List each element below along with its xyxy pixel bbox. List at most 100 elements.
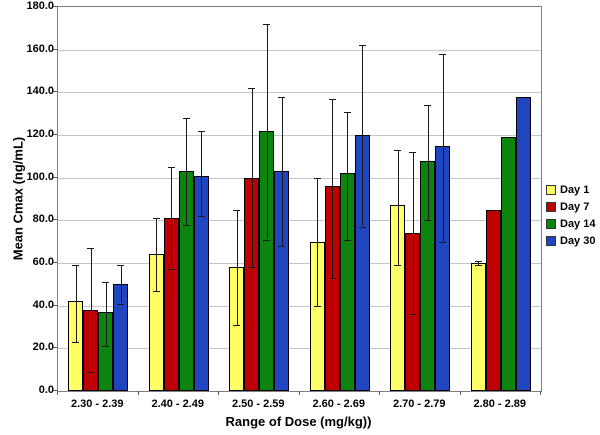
error-bar	[76, 265, 77, 342]
legend-item-day14: Day 14	[546, 218, 595, 230]
error-bar	[201, 131, 202, 216]
error-bar-cap	[359, 45, 366, 46]
error-bar-cap	[168, 167, 175, 168]
y-tick-label: 80.0	[32, 213, 54, 226]
error-bar-cap	[198, 131, 205, 132]
y-tick-mark	[53, 134, 57, 135]
error-bar	[332, 99, 333, 278]
error-bar	[347, 112, 348, 240]
gridline	[58, 220, 541, 221]
y-tick-mark	[53, 6, 57, 7]
bar-day30-group5	[435, 146, 450, 391]
error-bar-cap	[278, 246, 285, 247]
bar-day14-group3	[259, 131, 274, 391]
y-tick-label: 40.0	[32, 298, 54, 311]
error-bar	[317, 178, 318, 306]
x-tick-mark	[57, 391, 58, 395]
error-bar-cap	[409, 152, 416, 153]
error-bar	[362, 45, 363, 226]
error-bar-cap	[248, 267, 255, 268]
error-bar-cap	[117, 304, 124, 305]
error-bar-cap	[278, 97, 285, 98]
bar-day1-group1	[68, 301, 83, 391]
x-tick-label: 2.60 - 2.69	[312, 398, 366, 410]
error-bar-cap	[314, 178, 321, 179]
error-bar-cap	[183, 225, 190, 226]
y-tick-label: 20.0	[32, 341, 54, 354]
legend-swatch	[546, 219, 556, 229]
bar-day1-group3	[229, 267, 244, 391]
y-tick-label: 180.0	[26, 0, 54, 12]
error-bar-cap	[344, 112, 351, 113]
x-tick-mark	[138, 391, 139, 395]
x-tick-mark	[540, 391, 541, 395]
error-bar	[428, 105, 429, 220]
gridline	[58, 178, 541, 179]
error-bar-cap	[475, 265, 482, 266]
error-bar-cap	[263, 24, 270, 25]
error-bar	[91, 248, 92, 372]
gridline	[58, 50, 541, 51]
error-bar	[171, 167, 172, 269]
bar-day30-group1	[113, 284, 128, 391]
y-tick-mark	[53, 219, 57, 220]
error-bar	[267, 24, 268, 239]
error-bar	[156, 218, 157, 291]
error-bar-cap	[168, 269, 175, 270]
error-bar	[106, 282, 107, 346]
error-bar-cap	[344, 240, 351, 241]
legend-label: Day 14	[560, 218, 596, 230]
x-tick-label: 2.30 - 2.39	[70, 398, 124, 410]
x-tick-mark	[379, 391, 380, 395]
error-bar-cap	[248, 88, 255, 89]
plot-area	[57, 6, 542, 392]
gridline	[58, 135, 541, 136]
error-bar-cap	[72, 265, 79, 266]
error-bar-cap	[183, 118, 190, 119]
error-bar-cap	[475, 261, 482, 262]
bar-day7-group3	[244, 178, 259, 391]
gridline	[58, 263, 541, 264]
legend-swatch	[546, 202, 556, 212]
bar-day30-group6	[516, 97, 531, 391]
error-bar-cap	[87, 372, 94, 373]
error-bar-cap	[198, 216, 205, 217]
x-axis-title: Range of Dose (mg/kg))	[225, 414, 372, 429]
x-tick-mark	[218, 391, 219, 395]
legend: Day 1 Day 7 Day 14 Day 30	[546, 184, 595, 252]
error-bar	[252, 88, 253, 267]
y-tick-label: 120.0	[26, 128, 54, 140]
error-bar-cap	[233, 325, 240, 326]
legend-item-day7: Day 7	[546, 201, 595, 213]
legend-item-day1: Day 1	[546, 184, 595, 196]
legend-label: Day 30	[560, 235, 596, 247]
y-tick-label: 160.0	[26, 42, 54, 55]
error-bar-cap	[424, 220, 431, 221]
y-tick-mark	[53, 347, 57, 348]
error-bar-cap	[87, 248, 94, 249]
legend-swatch	[546, 185, 556, 195]
x-tick-label: 2.40 - 2.49	[151, 398, 205, 410]
error-bar-cap	[314, 306, 321, 307]
gridline	[58, 348, 541, 349]
bar-day30-group3	[274, 171, 289, 391]
error-bar	[282, 97, 283, 246]
error-bar	[413, 152, 414, 314]
legend-label: Day 1	[560, 184, 590, 196]
error-bar-cap	[359, 227, 366, 228]
error-bar-cap	[102, 346, 109, 347]
error-bar-cap	[102, 282, 109, 283]
legend-swatch	[546, 236, 556, 246]
y-tick-label: 60.0	[32, 256, 54, 268]
error-bar-cap	[409, 314, 416, 315]
bar-day14-group5	[420, 161, 435, 391]
bar-day14-group6	[501, 137, 516, 391]
y-tick-mark	[53, 177, 57, 178]
error-bar	[478, 261, 479, 265]
y-tick-mark	[53, 49, 57, 50]
y-tick-mark	[53, 91, 57, 92]
x-tick-label: 2.80 - 2.89	[473, 398, 527, 410]
y-tick-label: 140.0	[26, 85, 54, 98]
bar-day1-group5	[390, 205, 405, 391]
